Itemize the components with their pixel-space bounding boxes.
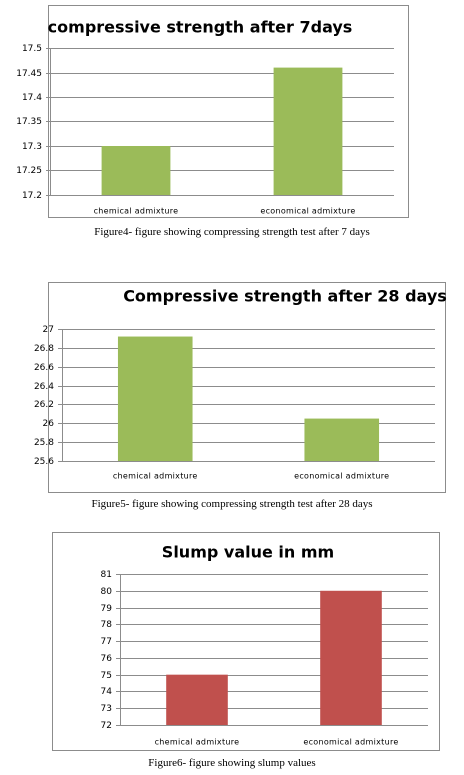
chart-frame	[48, 282, 446, 493]
y-tick-label: 26.6	[34, 363, 54, 373]
bar	[101, 146, 171, 195]
y-tick-label: 17.2	[22, 191, 42, 201]
y-tick-label: 80	[101, 587, 113, 597]
y-tick-label: 81	[101, 570, 112, 580]
bar	[273, 67, 343, 195]
y-tick-label: 17.35	[16, 117, 42, 127]
category-label: economical admixture	[260, 207, 355, 216]
chart-3: Slump value in mm 81 80 79 78 77 76 75 74 73 72 che…	[52, 532, 440, 751]
y-tick-label: 75	[101, 671, 112, 681]
y-tick-label: 77	[101, 637, 112, 647]
chart-title: Slump value in mm	[162, 543, 334, 562]
bar	[304, 418, 380, 461]
y-tick-label: 17.5	[22, 44, 42, 54]
y-tick-label: 25.6	[34, 457, 54, 467]
bar	[320, 590, 382, 725]
y-tick-label: 26.4	[34, 382, 54, 392]
y-tick-label: 74	[101, 687, 113, 697]
chart-title: Compressive strength after 28 days	[123, 287, 447, 306]
y-tick-label: 25.8	[34, 438, 54, 448]
chart-1: compressive strength after 7days 17.5 17.4…	[16, 5, 409, 218]
category-label: economical admixture	[303, 738, 398, 747]
y-tick-label: 76	[101, 654, 113, 664]
y-tick-label: 26.8	[34, 344, 54, 354]
bar	[117, 336, 193, 461]
category-label: economical admixture	[294, 472, 389, 481]
y-tick-label: 27	[43, 325, 54, 335]
y-tick-label: 78	[101, 620, 113, 630]
figure-caption: Figure5- figure showing compressing stre…	[91, 498, 373, 510]
bar	[166, 674, 228, 725]
figure-caption: Figure6- figure showing slump values	[148, 757, 316, 769]
category-label: chemical admixture	[94, 207, 179, 216]
figure-caption: Figure4- figure showing compressing stre…	[94, 226, 370, 238]
y-tick-label: 17.25	[16, 166, 42, 176]
y-tick-label: 17.4	[22, 93, 42, 103]
y-tick-label: 17.45	[16, 69, 42, 79]
y-tick-label: 26.2	[34, 400, 54, 410]
category-label: chemical admixture	[113, 472, 198, 481]
y-tick-label: 17.3	[22, 142, 42, 152]
y-tick-label: 73	[101, 704, 112, 714]
category-label: chemical admixture	[155, 738, 240, 747]
chart-2: Compressive strength after 28 days 27 26.8…	[34, 282, 447, 493]
chart-title: compressive strength after 7days	[48, 18, 353, 37]
y-tick-label: 72	[101, 721, 112, 731]
y-tick-label: 79	[101, 604, 113, 614]
y-tick-label: 26	[43, 419, 55, 429]
